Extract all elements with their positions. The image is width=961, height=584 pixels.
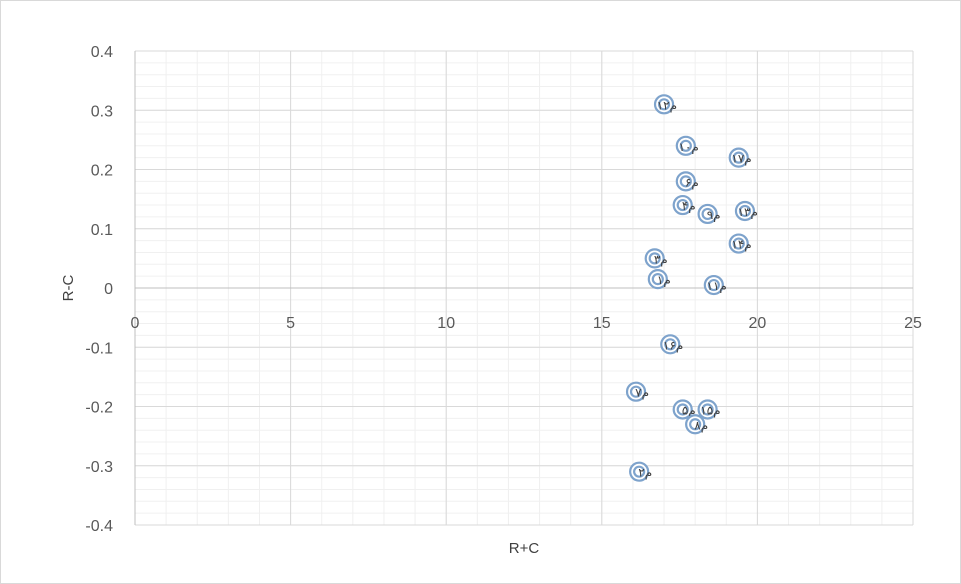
y-tick-label: 0.1 <box>91 222 113 239</box>
point-marker-inner <box>676 198 689 212</box>
point-marker-outer <box>728 233 749 254</box>
point-marker-inner <box>633 465 646 478</box>
data-point-label: م۴ <box>682 199 696 213</box>
data-point-label: م۱۱ <box>707 279 727 293</box>
data-point: م۳ <box>644 248 668 269</box>
point-marker-inner <box>648 252 661 265</box>
data-point-label: م۹ <box>707 208 721 222</box>
data-point-label: م۱۳ <box>738 205 758 219</box>
point-marker-inner <box>651 273 664 286</box>
data-point: م۱ <box>647 269 671 290</box>
tick-labels: 0 5 10 15 20 25 -0.4 -0.3 -0.2 -0.1 0 0.1 0.2 0.3 0.4 <box>85 44 922 535</box>
point-marker-outer <box>644 248 665 269</box>
y-tick-label: 0.3 <box>91 103 113 120</box>
x-tick-label: 10 <box>437 315 455 332</box>
data-point: م۱۳ <box>734 200 758 222</box>
axes <box>134 51 913 525</box>
x-tick-label: 25 <box>904 315 922 332</box>
y-axis-title: R-C <box>60 275 77 302</box>
data-point: م۶ <box>675 171 699 192</box>
data-point: م۱۲ <box>653 94 677 115</box>
data-point: م۱۵ <box>697 399 721 420</box>
point-marker-inner <box>676 403 689 416</box>
point-marker-outer <box>672 399 693 420</box>
point-marker-outer <box>629 461 650 482</box>
data-point-label: م۱۰ <box>678 140 698 154</box>
point-marker-outer <box>675 171 696 192</box>
data-point-label: م۳ <box>654 252 668 266</box>
point-marker-outer <box>703 274 724 296</box>
x-tick-label: 20 <box>749 315 767 332</box>
point-marker-inner <box>657 98 671 111</box>
data-points: م۱ م۲ م۳ م۴ م۵ م۶ م۷ م۸ م۹ م۱۰ م۱۱ م۱۲ م۱۳ م۱۴ م۱۵ م۱۶ م… <box>625 94 758 482</box>
x-tick-label: 0 <box>131 315 140 332</box>
data-point: م۲ <box>629 461 652 482</box>
point-marker-inner <box>689 418 702 431</box>
y-tick-label: -0.2 <box>85 400 113 417</box>
point-marker-outer <box>685 414 706 435</box>
data-point-label: م۲ <box>638 466 652 480</box>
point-marker-inner <box>732 237 745 250</box>
data-point: م۱۰ <box>675 135 699 156</box>
point-marker-outer <box>675 135 696 156</box>
point-marker-inner <box>701 403 714 416</box>
point-marker-outer <box>697 399 718 420</box>
x-tick-label: 15 <box>593 315 611 332</box>
data-point: م۱۷ <box>728 147 752 168</box>
data-point-label: م۱۶ <box>663 338 683 352</box>
point-marker-outer <box>647 269 668 290</box>
data-point: م۷ <box>625 381 649 402</box>
data-point-label: م۱۷ <box>731 152 751 166</box>
point-marker-inner <box>732 151 745 164</box>
point-marker-outer <box>697 203 718 225</box>
data-point: م۱۶ <box>660 334 683 355</box>
data-point-label: م۸ <box>694 418 708 432</box>
data-point: م۱۱ <box>703 274 727 296</box>
data-point: م۴ <box>672 194 696 216</box>
y-tick-label: -0.4 <box>85 518 113 535</box>
point-marker-outer <box>728 147 749 168</box>
data-point-label: م۱ <box>657 273 671 287</box>
data-point-label: م۱۴ <box>731 238 751 252</box>
point-marker-inner <box>679 175 692 188</box>
data-point-label: م۷ <box>635 386 649 400</box>
data-point: م۹ <box>697 203 721 225</box>
data-point-label: م۵ <box>682 403 696 417</box>
data-point-label: م۶ <box>685 175 699 189</box>
point-marker-inner <box>707 278 720 292</box>
data-point-label: م۱۵ <box>700 403 720 417</box>
y-tick-label: -0.3 <box>85 459 113 476</box>
x-axis-title: R+C <box>509 540 540 557</box>
data-point: م۸ <box>685 414 708 435</box>
point-marker-inner <box>738 204 752 218</box>
y-tick-label: 0.2 <box>91 163 113 180</box>
y-tick-label: 0.4 <box>91 44 113 61</box>
point-marker-inner <box>701 207 714 221</box>
point-marker-inner <box>629 385 643 398</box>
y-tick-label: 0 <box>104 281 113 298</box>
point-marker-outer <box>660 334 681 355</box>
point-marker-inner <box>664 338 677 351</box>
point-marker-outer <box>734 200 756 222</box>
point-marker-outer <box>672 194 693 216</box>
data-point-label: م۱۲ <box>657 98 677 112</box>
data-point: م۱۴ <box>728 233 752 254</box>
point-marker-inner <box>679 139 692 152</box>
y-tick-label: -0.1 <box>85 340 113 357</box>
data-point: م۵ <box>672 399 696 420</box>
x-tick-label: 5 <box>286 315 295 332</box>
point-marker-outer <box>653 94 675 115</box>
point-marker-outer <box>625 381 647 402</box>
